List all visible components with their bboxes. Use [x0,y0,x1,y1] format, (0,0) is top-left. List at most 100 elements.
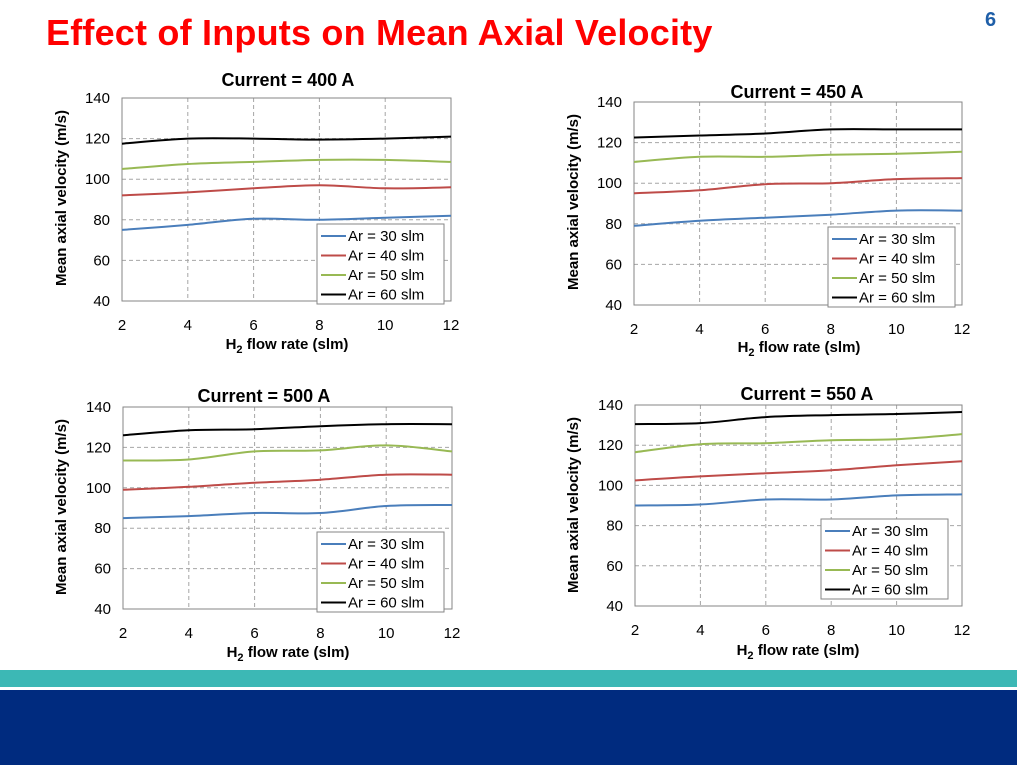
series-line-1 [634,493,963,507]
x-tick-label: 6 [762,622,770,639]
y-tick-label: 80 [94,520,111,537]
chart-title: Current = 450 A [731,82,864,102]
legend-label: Ar = 50 slm [348,267,424,284]
x-tick-label: 2 [630,321,638,338]
x-tick-label: 2 [119,625,127,642]
plot-border [121,97,452,302]
y-tick-label: 140 [85,90,110,107]
x-tick-label: 12 [443,317,460,334]
y-axis-label: Mean axial velocity (m/s) [565,417,582,593]
legend-label: Ar = 40 slm [852,543,928,560]
y-tick-label: 120 [598,437,623,454]
series-line-3 [121,158,452,170]
y-tick-label: 40 [93,293,110,310]
y-tick-label: 40 [94,601,111,618]
y-tick-label: 120 [597,135,622,152]
legend-label: Ar = 40 slm [348,556,424,573]
legend-label: Ar = 30 slm [859,231,935,248]
footer-divider [0,687,1017,690]
x-tick-label: 2 [631,622,639,639]
legend-label: Ar = 60 slm [852,582,928,599]
y-axis-label: Mean axial velocity (m/s) [53,110,70,286]
chart-title: Current = 550 A [741,384,874,404]
series-line-2 [122,473,453,491]
series-line-2 [121,184,452,197]
plot-border [122,406,453,610]
series-line-2 [634,460,963,482]
legend-label: Ar = 30 slm [348,536,424,553]
legend-label: Ar = 30 slm [348,228,424,245]
y-tick-label: 140 [86,399,111,416]
slide-title: Effect of Inputs on Mean Axial Velocity [46,12,713,53]
x-tick-label: 10 [378,625,395,642]
x-tick-label: 4 [696,622,704,639]
y-tick-label: 40 [605,297,622,314]
x-tick-label: 8 [827,321,835,338]
series-line-2 [633,177,963,195]
y-tick-label: 60 [93,252,110,269]
x-tick-label: 10 [377,317,394,334]
x-tick-label: 10 [888,321,905,338]
series-line-1 [633,209,963,227]
series-line-4 [634,411,963,426]
x-tick-label: 4 [184,317,192,334]
x-tick-label: 10 [888,622,905,639]
legend-label: Ar = 60 slm [348,287,424,304]
y-tick-label: 80 [606,518,623,535]
x-axis-label: H2 flow rate (slm) [227,644,350,664]
x-axis-label: H2 flow rate (slm) [738,339,861,359]
legend-label: Ar = 50 slm [859,270,935,287]
legend-label: Ar = 50 slm [852,562,928,579]
x-tick-label: 4 [695,321,703,338]
y-tick-label: 120 [86,439,111,456]
legend-label: Ar = 60 slm [859,290,935,307]
y-tick-label: 80 [605,216,622,233]
footer-teal-band [0,670,1017,687]
legend-label: Ar = 50 slm [348,575,424,592]
series-line-3 [633,150,963,163]
legend-box [827,226,956,308]
x-tick-label: 8 [316,625,324,642]
x-tick-label: 6 [249,317,257,334]
y-tick-label: 100 [597,175,622,192]
series-line-1 [122,503,453,520]
series-line-3 [634,433,963,454]
x-tick-label: 4 [185,625,193,642]
series-line-1 [121,214,452,231]
x-tick-label: 6 [761,321,769,338]
slide-number: 6 [985,9,997,31]
series-line-4 [633,128,962,139]
series-line-3 [122,444,453,462]
x-tick-label: 6 [250,625,258,642]
x-tick-label: 8 [315,317,323,334]
y-tick-label: 40 [606,598,623,615]
y-tick-label: 60 [606,558,623,575]
chart-title: Current = 400 A [222,70,355,90]
y-tick-label: 140 [597,94,622,111]
x-axis-label: H2 flow rate (slm) [737,642,860,662]
y-tick-label: 60 [94,561,111,578]
chart-title: Current = 500 A [198,386,331,406]
y-tick-label: 100 [85,171,110,188]
legend-box [316,531,445,613]
y-axis-label: Mean axial velocity (m/s) [53,419,70,595]
footer-navy-band [0,690,1017,765]
series-line-4 [121,135,452,145]
legend-label: Ar = 40 slm [348,248,424,265]
y-tick-label: 140 [598,397,623,414]
x-tick-label: 12 [444,625,461,642]
y-axis-label: Mean axial velocity (m/s) [565,114,582,290]
x-tick-label: 8 [827,622,835,639]
x-tick-label: 12 [954,321,971,338]
legend-box [820,518,949,600]
legend-label: Ar = 40 slm [859,251,935,268]
x-tick-label: 12 [954,622,971,639]
x-tick-label: 2 [118,317,126,334]
legend-label: Ar = 60 slm [348,595,424,612]
legend-label: Ar = 30 slm [852,523,928,540]
x-axis-label: H2 flow rate (slm) [226,336,349,356]
